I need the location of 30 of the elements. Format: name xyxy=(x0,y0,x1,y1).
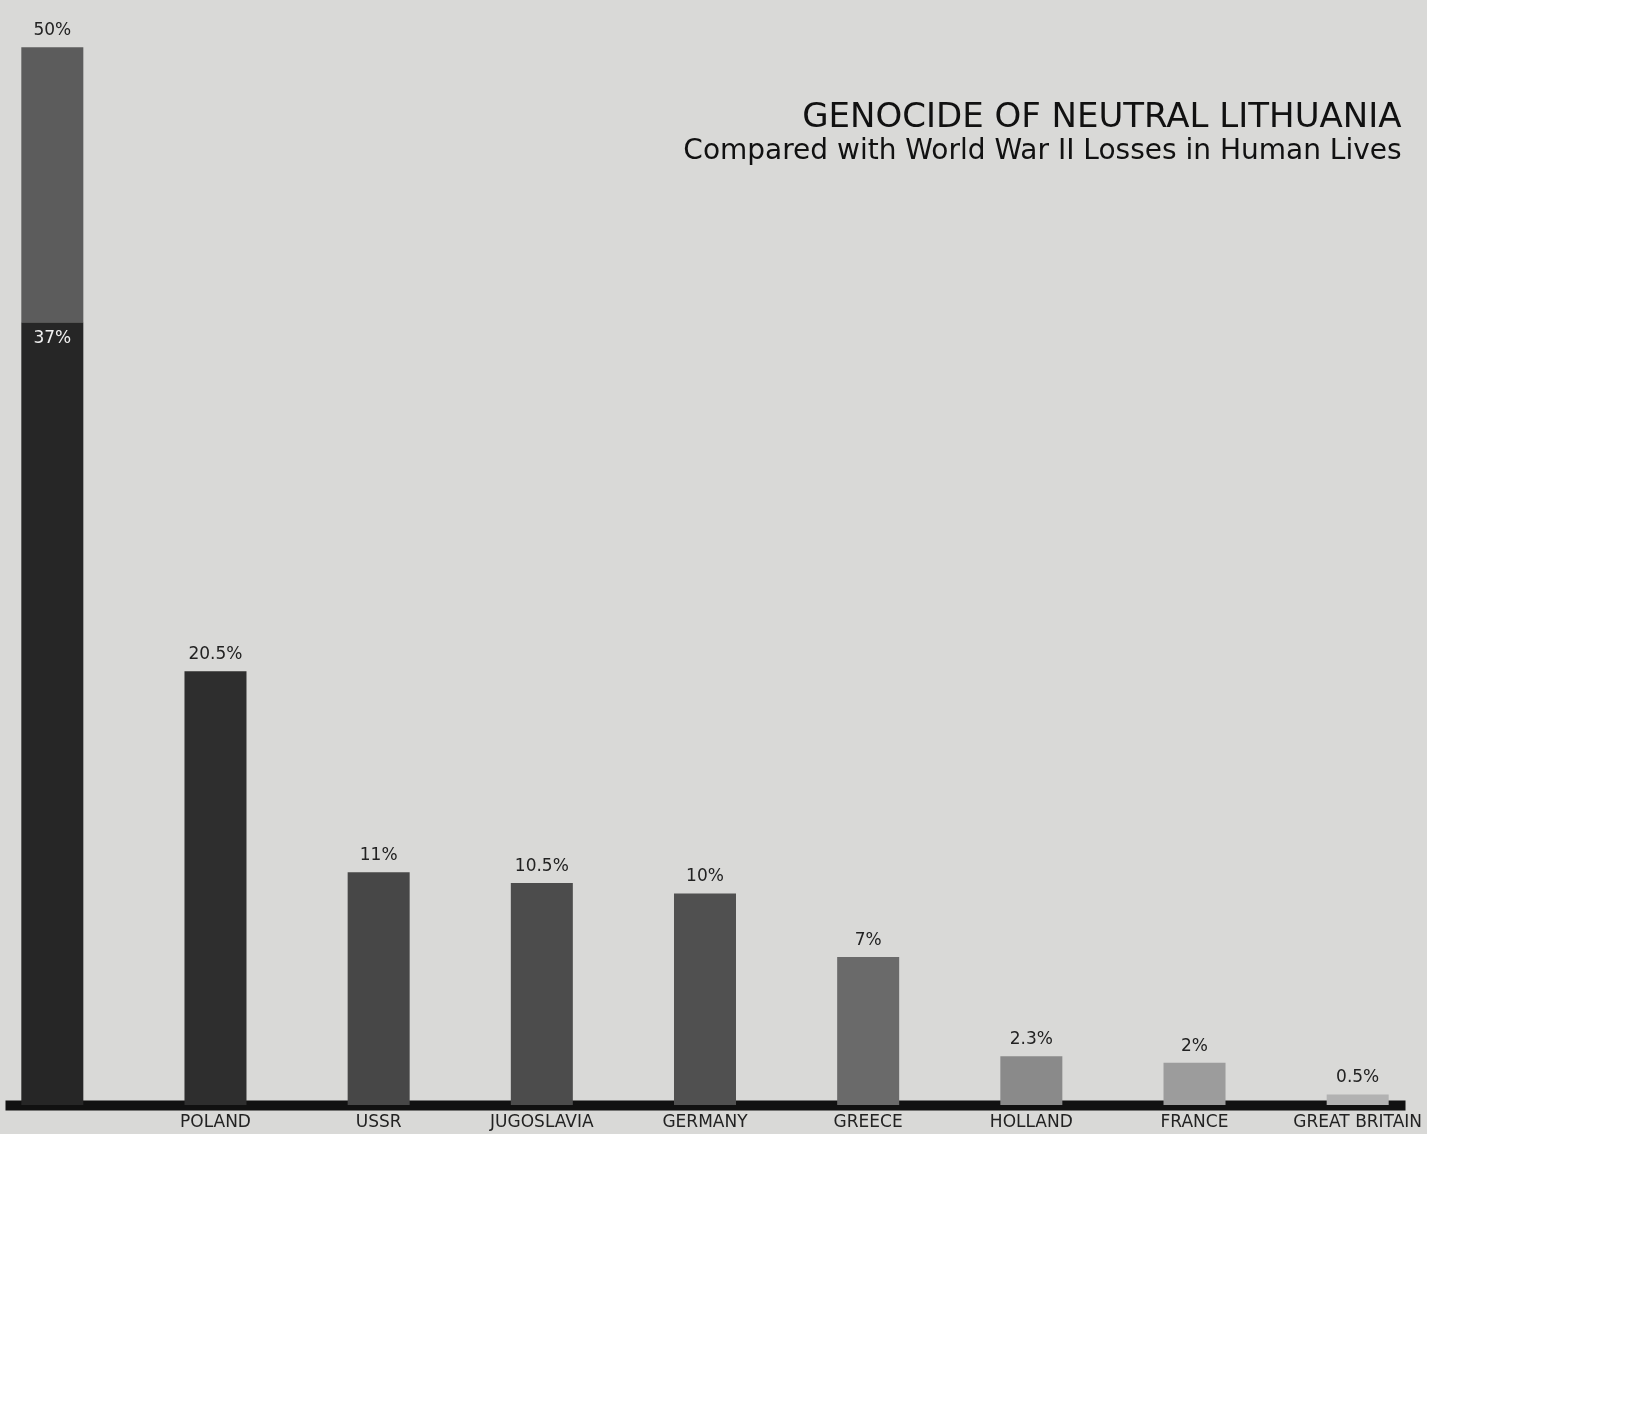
bar xyxy=(21,322,84,1105)
data-label: 2% xyxy=(1181,1034,1208,1055)
bar xyxy=(1000,1056,1063,1105)
text: Compared with World War II Losses in Human Lives xyxy=(683,133,1402,166)
data-label: 37% xyxy=(33,327,72,348)
data-label: 11% xyxy=(359,844,398,865)
x-tick-label: GREAT BRITAIN xyxy=(1293,1110,1423,1131)
total-label: 50% xyxy=(33,19,72,40)
x-tick-label: FRANCE xyxy=(1160,1110,1229,1131)
x-tick-label: GERMANY xyxy=(662,1110,749,1131)
data-label: 7% xyxy=(854,928,882,949)
text: GENOCIDE OF NEUTRAL LITHUANIA xyxy=(802,95,1402,135)
data-label: 0.5% xyxy=(1336,1066,1380,1087)
bar xyxy=(1163,1062,1226,1105)
bar xyxy=(837,956,900,1105)
data-label: 10.5% xyxy=(514,854,569,875)
bar xyxy=(21,47,84,323)
bar xyxy=(347,872,410,1105)
x-tick-label: GREECE xyxy=(833,1110,903,1131)
x-tick-label: USSR xyxy=(355,1110,402,1131)
data-label: 10% xyxy=(686,865,724,886)
data-label: 2.3% xyxy=(1009,1028,1053,1049)
x-tick-label: JUGOSLAVIA xyxy=(489,1110,594,1131)
bar xyxy=(1326,1094,1389,1105)
bar xyxy=(674,893,736,1105)
bar xyxy=(184,671,247,1105)
data-label: 20.5% xyxy=(188,643,243,664)
x-tick-label: HOLLAND xyxy=(989,1110,1073,1131)
bar xyxy=(510,882,573,1105)
x-tick-label: POLAND xyxy=(180,1110,251,1131)
